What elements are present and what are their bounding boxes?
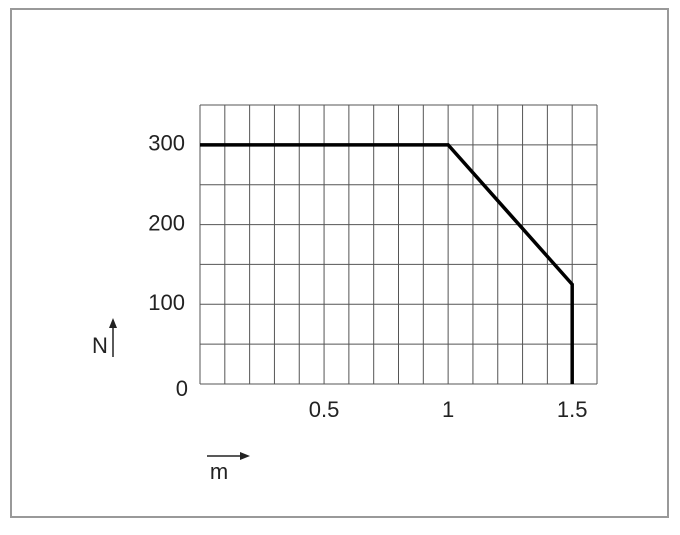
y-tick-label: 300 <box>148 131 185 156</box>
frame <box>10 8 669 518</box>
x-tick-label: 1 <box>442 397 454 422</box>
data-line <box>200 143 574 384</box>
y-axis-label: N <box>92 333 108 358</box>
x-axis-label: m <box>210 459 228 484</box>
x-arrow <box>207 452 250 460</box>
y-tick-label: 0 <box>176 376 188 401</box>
y-tick-label: 200 <box>148 210 185 235</box>
x-tick-label: 1.5 <box>557 397 588 422</box>
x-tick-label: 0.5 <box>309 397 340 422</box>
y-arrow <box>109 318 117 357</box>
y-tick-label: 100 <box>148 290 185 315</box>
